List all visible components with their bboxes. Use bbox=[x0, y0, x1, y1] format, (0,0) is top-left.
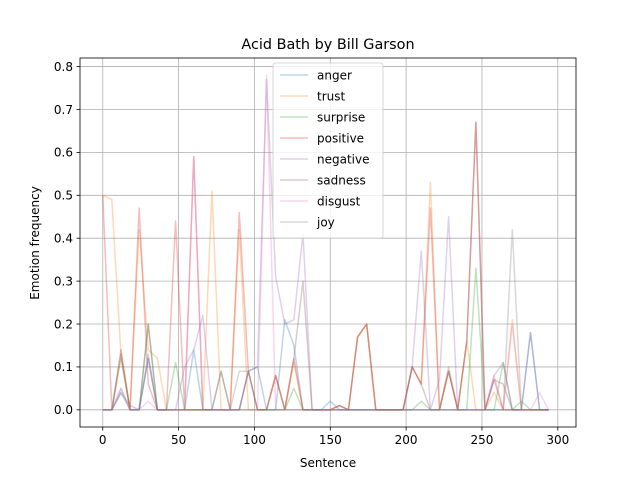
series-line-disgust bbox=[102, 74, 550, 411]
legend-label-negative: negative bbox=[317, 152, 369, 166]
x-axis-label: Sentence bbox=[300, 456, 356, 470]
plot-frame bbox=[79, 57, 577, 428]
x-tick-label: 200 bbox=[395, 433, 418, 447]
legend: anger trust surprise positive negative sadnes… bbox=[272, 62, 384, 239]
x-tick-label: 100 bbox=[243, 433, 266, 447]
x-tick-label: 50 bbox=[171, 433, 186, 447]
y-tick-label: 0.1 bbox=[54, 360, 73, 374]
y-tick-label: 0.7 bbox=[54, 103, 73, 117]
y-tick-label: 0.5 bbox=[54, 189, 73, 203]
series-line-joy bbox=[102, 228, 549, 411]
legend-label-trust: trust bbox=[317, 89, 345, 103]
legend-box bbox=[272, 62, 384, 239]
y-tick-label: 0.2 bbox=[54, 317, 73, 331]
legend-label-surprise: surprise bbox=[317, 110, 365, 124]
y-axis-ticks: 0.0 0.1 0.2 0.3 0.4 0.5 0.6 0.7 0.8 bbox=[54, 60, 80, 417]
y-axis-label: Emotion frequency bbox=[28, 186, 42, 300]
legend-label-joy: joy bbox=[316, 215, 335, 229]
series-line-sadness bbox=[102, 121, 549, 411]
x-tick-label: 150 bbox=[319, 433, 342, 447]
series-line-negative bbox=[102, 78, 549, 411]
y-tick-label: 0.4 bbox=[54, 232, 73, 246]
series-line-anger bbox=[102, 318, 549, 411]
legend-label-anger: anger bbox=[317, 68, 352, 82]
y-tick-label: 0.0 bbox=[54, 403, 73, 417]
series-line-positive bbox=[102, 121, 549, 411]
legend-label-sadness: sadness bbox=[317, 173, 366, 187]
y-tick-label: 0.6 bbox=[54, 146, 73, 160]
series-lines bbox=[102, 74, 550, 411]
y-tick-label: 0.8 bbox=[54, 60, 73, 74]
legend-label-positive: positive bbox=[317, 131, 364, 145]
x-tick-label: 300 bbox=[546, 433, 569, 447]
chart-title: Acid Bath by Bill Garson bbox=[241, 37, 414, 53]
legend-label-disgust: disgust bbox=[317, 194, 361, 208]
x-tick-label: 250 bbox=[471, 433, 494, 447]
x-axis-ticks: 0 50 100 150 200 250 300 bbox=[99, 427, 569, 447]
x-tick-label: 0 bbox=[99, 433, 107, 447]
y-tick-label: 0.3 bbox=[54, 274, 73, 288]
series-line-surprise bbox=[102, 267, 549, 411]
series-line-trust bbox=[102, 181, 549, 411]
